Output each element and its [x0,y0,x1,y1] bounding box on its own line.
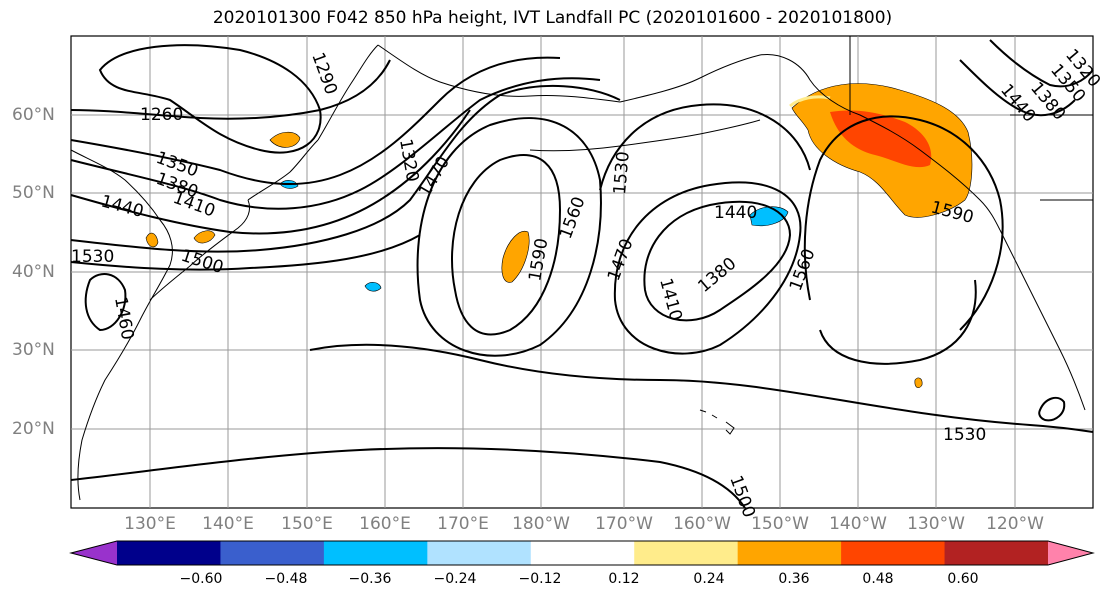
contour-1590-east [819,279,977,365]
ivt-negative-small [364,282,382,292]
colorbar-tick-label: −0.24 [433,571,477,587]
contour-label: 1530 [71,247,114,267]
colorbar-extend-max [1048,541,1093,565]
colorbar-tick-label: 0.12 [608,571,640,587]
ivt-positive-japan-2 [193,230,216,244]
colorbar-tick-label: −0.36 [348,571,392,587]
contour-1440 [70,109,471,235]
coast-alaska [619,53,1001,231]
coast-bc-us [999,229,1086,411]
map-title: 2020101300 F042 850 hPa height, IVT Land… [212,8,893,28]
contour-trough-1440 [613,181,802,355]
contour-ne-1380 [989,39,1094,88]
contour-1500 [70,84,621,253]
colorbar-segment [427,541,532,565]
coastlines [70,36,1093,501]
ivt-positive-kamchatka [269,131,301,148]
lon-label: 130°W [907,514,965,534]
contour-ridge-1560 [416,117,602,357]
ivt-positive-central-pacific [501,230,530,283]
ivt-positive-japan-1 [145,232,159,248]
ivt-shading [145,83,973,389]
contour-label: 1530 [610,151,634,196]
contour-label: 1260 [140,105,183,125]
coast-kuril [247,139,319,201]
lon-label: 170°E [437,514,489,534]
lat-label: 50°N [12,183,55,203]
lon-label: 140°W [829,514,887,534]
colorbar-segment [323,541,428,565]
colorbar-tick-label: 0.48 [862,571,894,587]
colorbar-tick-label: 0.36 [778,571,810,587]
lon-label: 140°E [202,514,254,534]
contour-label: 1440 [714,203,757,223]
lat-label: 30°N [12,340,55,360]
lat-label: 40°N [12,262,55,282]
colorbar-extend-min [71,541,117,565]
graticule [71,36,1093,508]
lon-label: 180°W [512,514,570,534]
colorbar-tick-label: 0.24 [693,571,725,587]
coast-aleutians [529,119,761,152]
coast-japan [149,199,251,301]
hawaii [699,409,735,435]
contour-low-kamchatka [98,44,322,154]
lon-label: 120°W [986,514,1044,534]
border-canada-us [849,36,1093,201]
contour-low-east [1038,396,1066,422]
colorbar-tick-label: −0.60 [179,571,223,587]
contour-label: 1530 [943,425,986,445]
map-panel: 1260 1290 1320 1350 1380 1410 1440 1470 … [70,35,1104,520]
contour-1380 [70,77,601,210]
lon-label: 150°E [281,514,333,534]
colorbar-segment [634,541,739,565]
lon-label: 150°W [751,514,809,534]
colorbar-segments [71,541,1093,565]
colorbar-segment [841,541,946,565]
contour-ne-1440 [959,59,1076,117]
contour-ridge-1590 [451,154,562,336]
contour-1530-west [70,234,421,271]
contour-subtropical-1530 [309,343,1094,433]
contour-1470-central [599,103,811,191]
lon-label: 160°E [359,514,411,534]
lat-label: 60°N [12,105,55,125]
lat-label: 20°N [12,419,55,439]
colorbar-segment [117,541,221,565]
colorbar-tick-label: −0.48 [264,571,308,587]
colorbar-segment [530,541,635,565]
colorbar-tick-label: 0.60 [947,571,979,587]
contour-japan-low [84,273,127,332]
lon-label: 170°W [595,514,653,534]
contour-south-1500 [70,447,746,509]
contour-1560-east [803,115,1004,331]
lon-label: 160°W [673,514,731,534]
contour-trough-1380 [643,200,792,322]
contour-1350 [70,56,561,186]
contour-1260 [70,59,391,120]
lon-label: 130°E [124,514,176,534]
colorbar-tick-label: −0.12 [518,571,562,587]
colorbar-segment [220,541,325,565]
height-contours [70,39,1094,509]
colorbar-segment [737,541,842,565]
ivt-positive-subtropical [914,377,923,389]
coast-siberia [377,44,621,103]
colorbar-outline [69,540,1095,566]
coast-kamchatka [317,44,379,141]
colorbar-segment [944,541,1049,565]
